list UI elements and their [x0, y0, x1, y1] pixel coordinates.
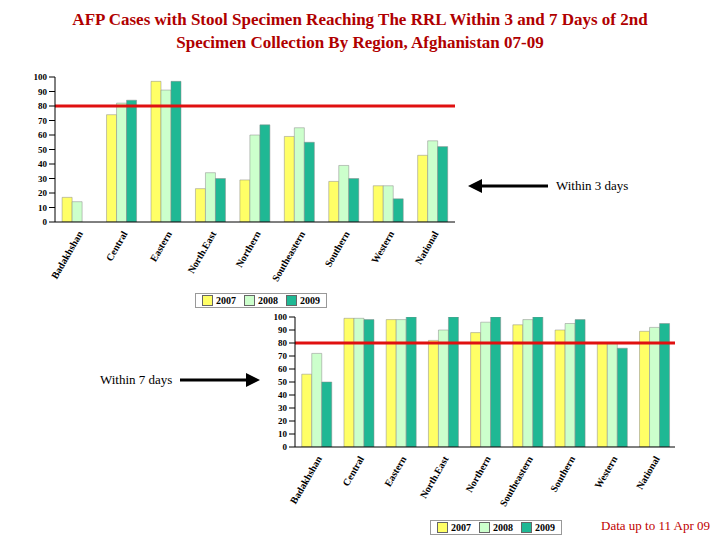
svg-text:Central: Central: [340, 454, 366, 488]
svg-text:30: 30: [278, 403, 288, 413]
svg-text:Central: Central: [104, 229, 130, 263]
html-text:Within 3 days: Within 3 days: [556, 178, 629, 193]
svg-text:10: 10: [278, 429, 288, 439]
svg-text:50: 50: [38, 145, 48, 155]
svg-text:30: 30: [38, 174, 48, 184]
svg-text:100: 100: [274, 312, 288, 322]
svg-text:Southern: Southern: [323, 229, 352, 269]
svg-text:20: 20: [278, 416, 288, 426]
svg-text:70: 70: [278, 351, 288, 361]
svg-text:50: 50: [278, 377, 288, 387]
svg-text:National: National: [413, 229, 441, 266]
html-text:Data up to 11 Apr 09: Data up to 11 Apr 09: [601, 518, 710, 533]
svg-text:80: 80: [38, 101, 48, 111]
svg-text:Southeastern: Southeastern: [270, 229, 308, 283]
svg-text:North.East: North.East: [185, 228, 218, 275]
svg-text:100: 100: [34, 72, 48, 82]
svg-text:North.East: North.East: [418, 453, 451, 500]
svg-text:0: 0: [43, 217, 48, 227]
html-text:2007: 2007: [451, 522, 471, 533]
svg-text:National: National: [634, 454, 662, 491]
html-text:2009: 2009: [535, 522, 555, 533]
html-text:2007: 2007: [216, 295, 236, 306]
svg-text:0: 0: [283, 442, 288, 452]
svg-text:Badakhshan: Badakhshan: [49, 229, 85, 281]
svg-text:Badakhshan: Badakhshan: [288, 454, 324, 506]
svg-text:80: 80: [278, 338, 288, 348]
svg-text:Eastern: Eastern: [382, 454, 408, 489]
svg-text:Southeastern: Southeastern: [498, 454, 536, 508]
html-text:2008: 2008: [493, 522, 513, 533]
svg-text:Northern: Northern: [233, 229, 263, 270]
html-text:AFP Cases with Stool Specimen: AFP Cases with Stool Specimen Reaching T…: [72, 10, 648, 52]
svg-text:Eastern: Eastern: [148, 229, 174, 264]
svg-text:60: 60: [278, 364, 288, 374]
svg-text:40: 40: [278, 390, 288, 400]
svg-text:90: 90: [38, 87, 48, 97]
svg-text:Western: Western: [369, 229, 397, 266]
html-text:Within 7 days: Within 7 days: [100, 372, 173, 387]
svg-text:90: 90: [278, 325, 288, 335]
html-text:2009: 2009: [300, 295, 320, 306]
svg-text:10: 10: [38, 203, 48, 213]
svg-text:60: 60: [38, 130, 48, 140]
svg-text:40: 40: [38, 159, 48, 169]
svg-text:Southern: Southern: [548, 454, 577, 494]
svg-text:20: 20: [38, 188, 48, 198]
svg-text:70: 70: [38, 116, 48, 126]
svg-text:Northern: Northern: [463, 454, 493, 495]
html-text:2008: 2008: [258, 295, 278, 306]
svg-text:Western: Western: [592, 454, 620, 491]
